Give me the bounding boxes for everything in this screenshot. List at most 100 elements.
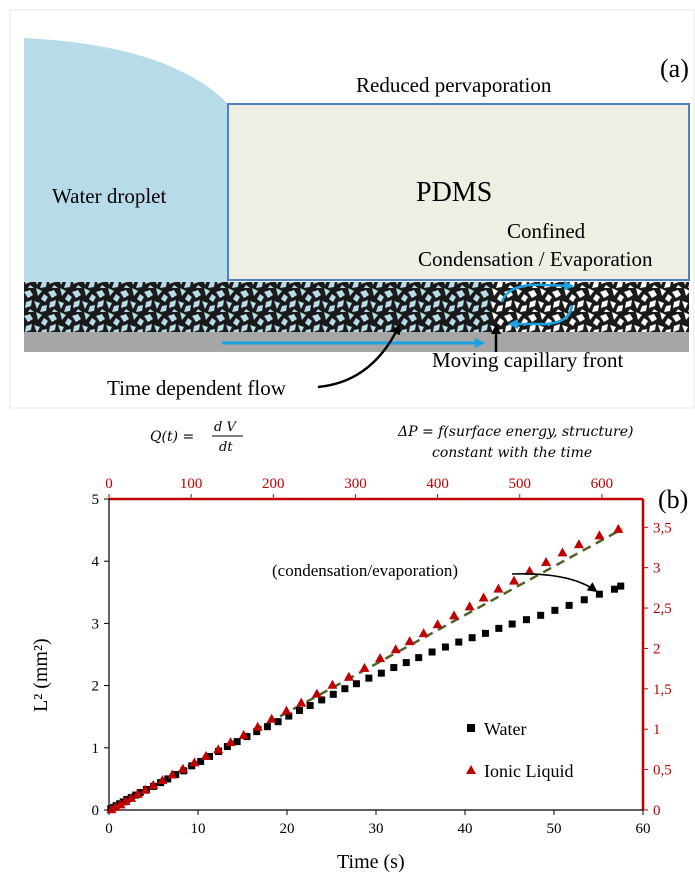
water-point: [365, 674, 373, 682]
y2-tick-label: 3,5: [653, 520, 672, 536]
water-point: [455, 638, 463, 646]
ionic-liquid-point: [573, 539, 584, 549]
ionic-liquid-point: [213, 744, 224, 754]
y-axis-title: L² (mm²): [30, 638, 52, 712]
ionic-liquid-point: [110, 801, 121, 811]
ionic-liquid-point: [266, 713, 277, 723]
pervaporation-label: Reduced pervaporation: [356, 73, 552, 97]
ionic-liquid-point: [464, 601, 475, 611]
ionic-liquid-point: [281, 705, 292, 715]
ionic-liquid-point: [140, 784, 151, 794]
ionic-liquid-point: [359, 662, 370, 672]
water-point: [233, 738, 241, 746]
water-point: [223, 743, 231, 751]
y2-tick-label: 0: [653, 803, 661, 819]
front-label: Moving capillary front: [432, 348, 623, 372]
y-tick-label: 3: [92, 616, 100, 632]
water-point: [537, 611, 545, 619]
ionic-liquid-point: [189, 757, 200, 767]
ionic-liquid-point: [390, 644, 401, 654]
water-point: [565, 601, 573, 609]
equation-numerator: d V: [214, 420, 237, 435]
ionic-liquid-point: [493, 583, 504, 593]
x2-tick-label: 200: [262, 476, 285, 492]
ionic-liquid-point: [541, 557, 552, 567]
annotation-arrow: [511, 573, 598, 593]
water-point: [206, 753, 214, 761]
pdms-label: PDMS: [416, 177, 492, 208]
water-point: [468, 634, 476, 642]
water-point: [415, 654, 423, 662]
x-tick-label: 10: [191, 821, 206, 837]
water-point: [441, 643, 449, 651]
legend-marker-water: [467, 724, 475, 732]
y2-axis-ticks: 0 0,5 1 1,5 2 2,5 3 3,5: [643, 520, 672, 819]
x2-tick-label: 0: [105, 476, 113, 492]
x2-axis-ticks: 0 100 200 300 400 500 600: [105, 476, 613, 499]
x-tick-label: 40: [458, 821, 473, 837]
water-point: [611, 585, 619, 593]
water-point: [329, 690, 337, 698]
water-point: [263, 723, 271, 731]
ionic-liquid-point: [449, 610, 460, 620]
y2-tick-label: 2,5: [653, 601, 672, 617]
y-tick-label: 5: [92, 492, 100, 508]
ionic-liquid-point: [177, 763, 188, 773]
ionic-liquid-point: [524, 565, 535, 575]
water-point: [595, 590, 603, 598]
water-point: [318, 696, 326, 704]
water-point: [580, 596, 588, 604]
water-point: [377, 669, 385, 677]
ionic-liquid-point: [375, 653, 386, 663]
confined-label: Confined: [507, 219, 586, 243]
x2-tick-label: 300: [344, 476, 367, 492]
legend-label-water: Water: [484, 719, 527, 739]
time-flow-arrow: [317, 324, 401, 389]
ionic-liquid-point: [106, 804, 117, 814]
water-point: [295, 706, 303, 714]
equation-denominator: dt: [219, 440, 233, 455]
ionic-liquid-point: [613, 523, 624, 533]
water-point: [172, 771, 180, 779]
panel-a-label: (a): [660, 54, 689, 83]
x-tick-label: 30: [369, 821, 384, 837]
water-point: [390, 664, 398, 672]
water-point: [306, 702, 314, 710]
ionic-liquid-point: [432, 619, 443, 629]
y2-tick-label: 2: [653, 641, 661, 657]
plot-area: [106, 523, 625, 814]
legend: Water Ionic Liquid: [466, 719, 573, 781]
water-droplet: [24, 38, 228, 282]
water-point: [522, 616, 530, 624]
x-axis-ticks: 0 10 20 30 40 50 60: [105, 810, 651, 837]
y-axis-ticks: 0 1 2 3 4 5: [92, 492, 109, 819]
ionic-liquid-point: [120, 796, 131, 806]
ionic-liquid-point: [132, 788, 143, 798]
y-tick-label: 0: [92, 803, 100, 819]
x2-tick-label: 600: [591, 476, 614, 492]
water-point: [481, 629, 489, 637]
x-tick-label: 20: [280, 821, 295, 837]
water-point: [164, 775, 172, 783]
panel-b-label: (b): [658, 485, 688, 514]
droplet-label: Water droplet: [52, 184, 167, 208]
water-point: [341, 685, 349, 693]
pdms-block: [227, 103, 690, 281]
porous-layer-wetted: [24, 282, 492, 332]
y2-tick-label: 3: [653, 561, 661, 577]
flow-label: Time dependent flow: [107, 376, 287, 400]
equation-q: Q(t) =: [150, 429, 199, 445]
y2-tick-label: 1,5: [653, 682, 672, 698]
water-point: [136, 789, 144, 797]
x2-tick-label: 500: [509, 476, 532, 492]
water-point: [352, 680, 360, 688]
equation-constant: constant with the time: [432, 445, 592, 461]
ionic-liquid-point: [157, 775, 168, 785]
y2-tick-label: 0,5: [653, 763, 672, 779]
ionic-liquid-point: [404, 636, 415, 646]
x2-tick-label: 100: [180, 476, 203, 492]
ionic-liquid-point: [238, 729, 249, 739]
water-point: [285, 712, 293, 720]
